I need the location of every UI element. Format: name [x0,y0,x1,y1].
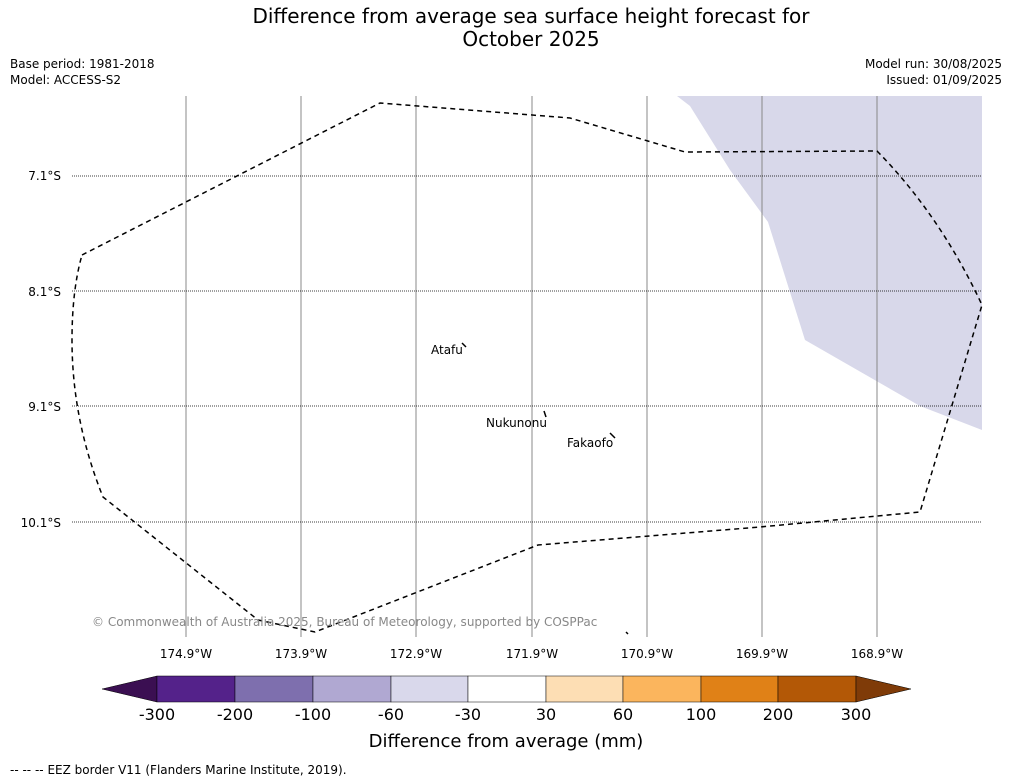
model-run: Model run: 30/08/2025 [864,57,1002,71]
title-line-2: October 2025 [462,27,600,51]
small-island [625,631,629,635]
colorbar-swatch [777,675,857,703]
eez-border [71,102,983,633]
colorbar-tick-label: -200 [217,705,253,724]
lon-label: 174.9°W [160,647,212,661]
colorbar-title: Difference from average (mm) [369,731,644,752]
lon-label: 169.9°W [736,647,788,661]
colorbar-swatch [467,675,547,703]
colorbar-swatch [545,675,624,703]
title-line-1: Difference from average sea surface heig… [252,4,810,28]
lon-label: 170.9°W [621,647,673,661]
lon-label: 171.9°W [506,647,558,661]
place-label-nukunonu: Nukunonu [486,416,547,430]
colorbar-swatch [700,675,779,703]
meta-left: Base period: 1981-2018 Model: ACCESS-S2 [10,56,155,88]
colorbar-tick-label: 60 [613,705,633,724]
colorbar-tick-label: 300 [841,705,872,724]
place-label-atafu: Atafu [431,343,463,357]
colorbar-swatch [390,675,469,703]
fakaofo-atoll [609,432,616,439]
colorbar-swatch [622,675,702,703]
colorbar-tick-label: -30 [455,705,481,724]
meta-right: Model run: 30/08/2025 Issued: 01/09/2025 [865,56,1002,88]
colorbar-tick-label: -300 [139,705,175,724]
parallel-lines [72,175,982,523]
footer-legend: -- -- -- EEZ border V11 (Flanders Marine… [10,763,347,777]
lon-label: 172.9°W [390,647,442,661]
eez-legend-symbol: -- -- -- [10,763,44,777]
colorbar [101,675,912,703]
colorbar-tick-label: 30 [536,705,556,724]
colorbar-tick-label: 100 [686,705,717,724]
lat-label: 8.1°S [28,285,61,299]
colorbar-tick-label: -60 [378,705,404,724]
colorbar-extend-low [101,675,158,703]
lat-label: 10.1°S [21,516,61,530]
atafu-atoll [461,342,467,348]
lat-label: 9.1°S [28,400,61,414]
model-name: Model: ACCESS-S2 [10,73,122,87]
colorbar-tick-label: -100 [295,705,331,724]
lon-label: 173.9°W [275,647,327,661]
chart-title: Difference from average sea surface heig… [0,5,1011,51]
issued-date: Issued: 01/09/2025 [886,73,1002,87]
anomaly-region [677,96,982,430]
colorbar-tick-label: 200 [763,705,794,724]
eez-legend-text: EEZ border V11 (Flanders Marine Institut… [47,763,347,777]
lat-label: 7.1°S [28,169,61,183]
nukunonu-atoll [543,410,547,418]
colorbar-swatch [234,675,314,703]
base-period: Base period: 1981-2018 [10,57,155,71]
colorbar-swatch [156,675,236,703]
place-label-fakaofo: Fakaofo [567,436,613,450]
copyright-text: © Commonwealth of Australia 2025, Bureau… [92,615,597,629]
colorbar-extend-high [855,675,912,703]
lon-label: 168.9°W [851,647,903,661]
colorbar-swatch [312,675,392,703]
